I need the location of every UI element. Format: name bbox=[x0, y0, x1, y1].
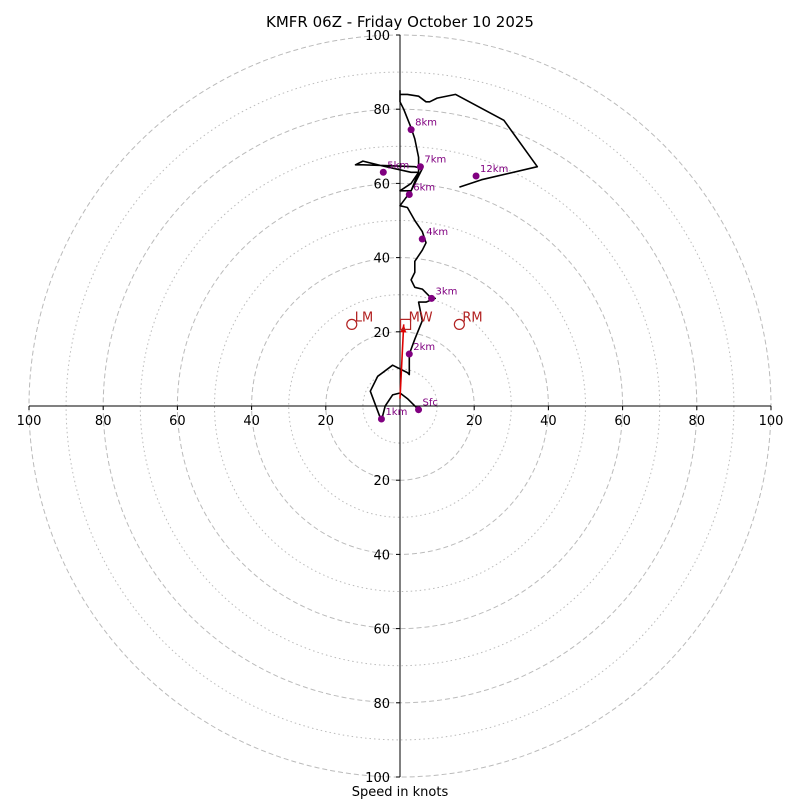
tick-label-top-80: 80 bbox=[373, 103, 390, 118]
level-dot-1km bbox=[377, 415, 385, 423]
level-label-3km: 3km bbox=[436, 286, 458, 297]
level-label-2km: 2km bbox=[413, 342, 435, 353]
level-label-5km: 5km bbox=[387, 160, 409, 171]
x-axis-label: Speed in knots bbox=[352, 785, 449, 800]
storm-label-LM: LM bbox=[355, 310, 373, 325]
level-label-Sfc: Sfc bbox=[423, 398, 438, 409]
axis-tick-labels: 20 20 20 20 40 40 40 40 60 60 60 60 80 80 80 80 100 100 10… bbox=[17, 29, 784, 786]
tick-label-left-20: 20 bbox=[318, 414, 335, 429]
tick-label-left-40: 40 bbox=[243, 414, 260, 429]
axes bbox=[29, 35, 771, 777]
storm-marker-RM bbox=[453, 318, 465, 330]
tick-label-top-40: 40 bbox=[373, 252, 390, 267]
tick-label-left-60: 60 bbox=[169, 414, 186, 429]
level-dot-2km bbox=[405, 350, 413, 358]
tick-label-top-60: 60 bbox=[373, 177, 390, 192]
hodograph-trace bbox=[354, 89, 539, 422]
level-dot-3km bbox=[428, 294, 436, 302]
hodograph-line bbox=[354, 89, 539, 422]
tick-label-top-100: 100 bbox=[365, 29, 390, 44]
level-dot-12km bbox=[472, 172, 480, 180]
tick-label-right-100: 100 bbox=[759, 414, 784, 429]
storm-motion-markers: LM RM MW bbox=[346, 310, 483, 330]
chart-title: KMFR 06Z - Friday October 10 2025 bbox=[266, 13, 534, 31]
level-label-8km: 8km bbox=[415, 118, 437, 129]
tick-label-right-80: 80 bbox=[689, 414, 706, 429]
level-label-1km: 1km bbox=[385, 407, 407, 418]
tick-label-left-80: 80 bbox=[95, 414, 112, 429]
level-dot-Sfc bbox=[415, 406, 423, 414]
storm-label-MW: MW bbox=[409, 310, 433, 325]
tick-label-right-20: 20 bbox=[466, 414, 483, 429]
shear-vector-line bbox=[399, 324, 405, 399]
storm-label-RM: RM bbox=[462, 310, 482, 325]
level-dot-5km bbox=[379, 168, 387, 176]
tick-label-bottom-20: 20 bbox=[373, 474, 390, 489]
level-dot-6km bbox=[405, 191, 413, 199]
tick-label-bottom-60: 60 bbox=[373, 623, 390, 638]
tick-label-bottom-80: 80 bbox=[373, 697, 390, 712]
tick-label-right-40: 40 bbox=[540, 414, 557, 429]
tick-label-right-60: 60 bbox=[614, 414, 631, 429]
tick-label-bottom-100: 100 bbox=[365, 771, 390, 786]
shear-vector-group bbox=[399, 324, 407, 399]
storm-marker-LM bbox=[346, 318, 358, 330]
level-label-7km: 7km bbox=[424, 155, 446, 166]
storm-marker-MW bbox=[399, 318, 412, 330]
level-dot-8km bbox=[407, 126, 415, 134]
level-label-4km: 4km bbox=[426, 227, 448, 238]
level-label-12km: 12km bbox=[480, 164, 508, 175]
height-level-markers: Sfc 1km 2km 3km 4km 5km 6km 7km 8km 12km bbox=[377, 118, 508, 423]
level-label-6km: 6km bbox=[413, 183, 435, 194]
tick-label-top-20: 20 bbox=[373, 326, 390, 341]
tick-label-bottom-40: 40 bbox=[373, 548, 390, 563]
level-dot-4km bbox=[418, 235, 426, 243]
shear-vector-arrowhead bbox=[400, 324, 407, 333]
level-dot-7km bbox=[416, 163, 424, 171]
tick-label-left-100: 100 bbox=[17, 414, 42, 429]
